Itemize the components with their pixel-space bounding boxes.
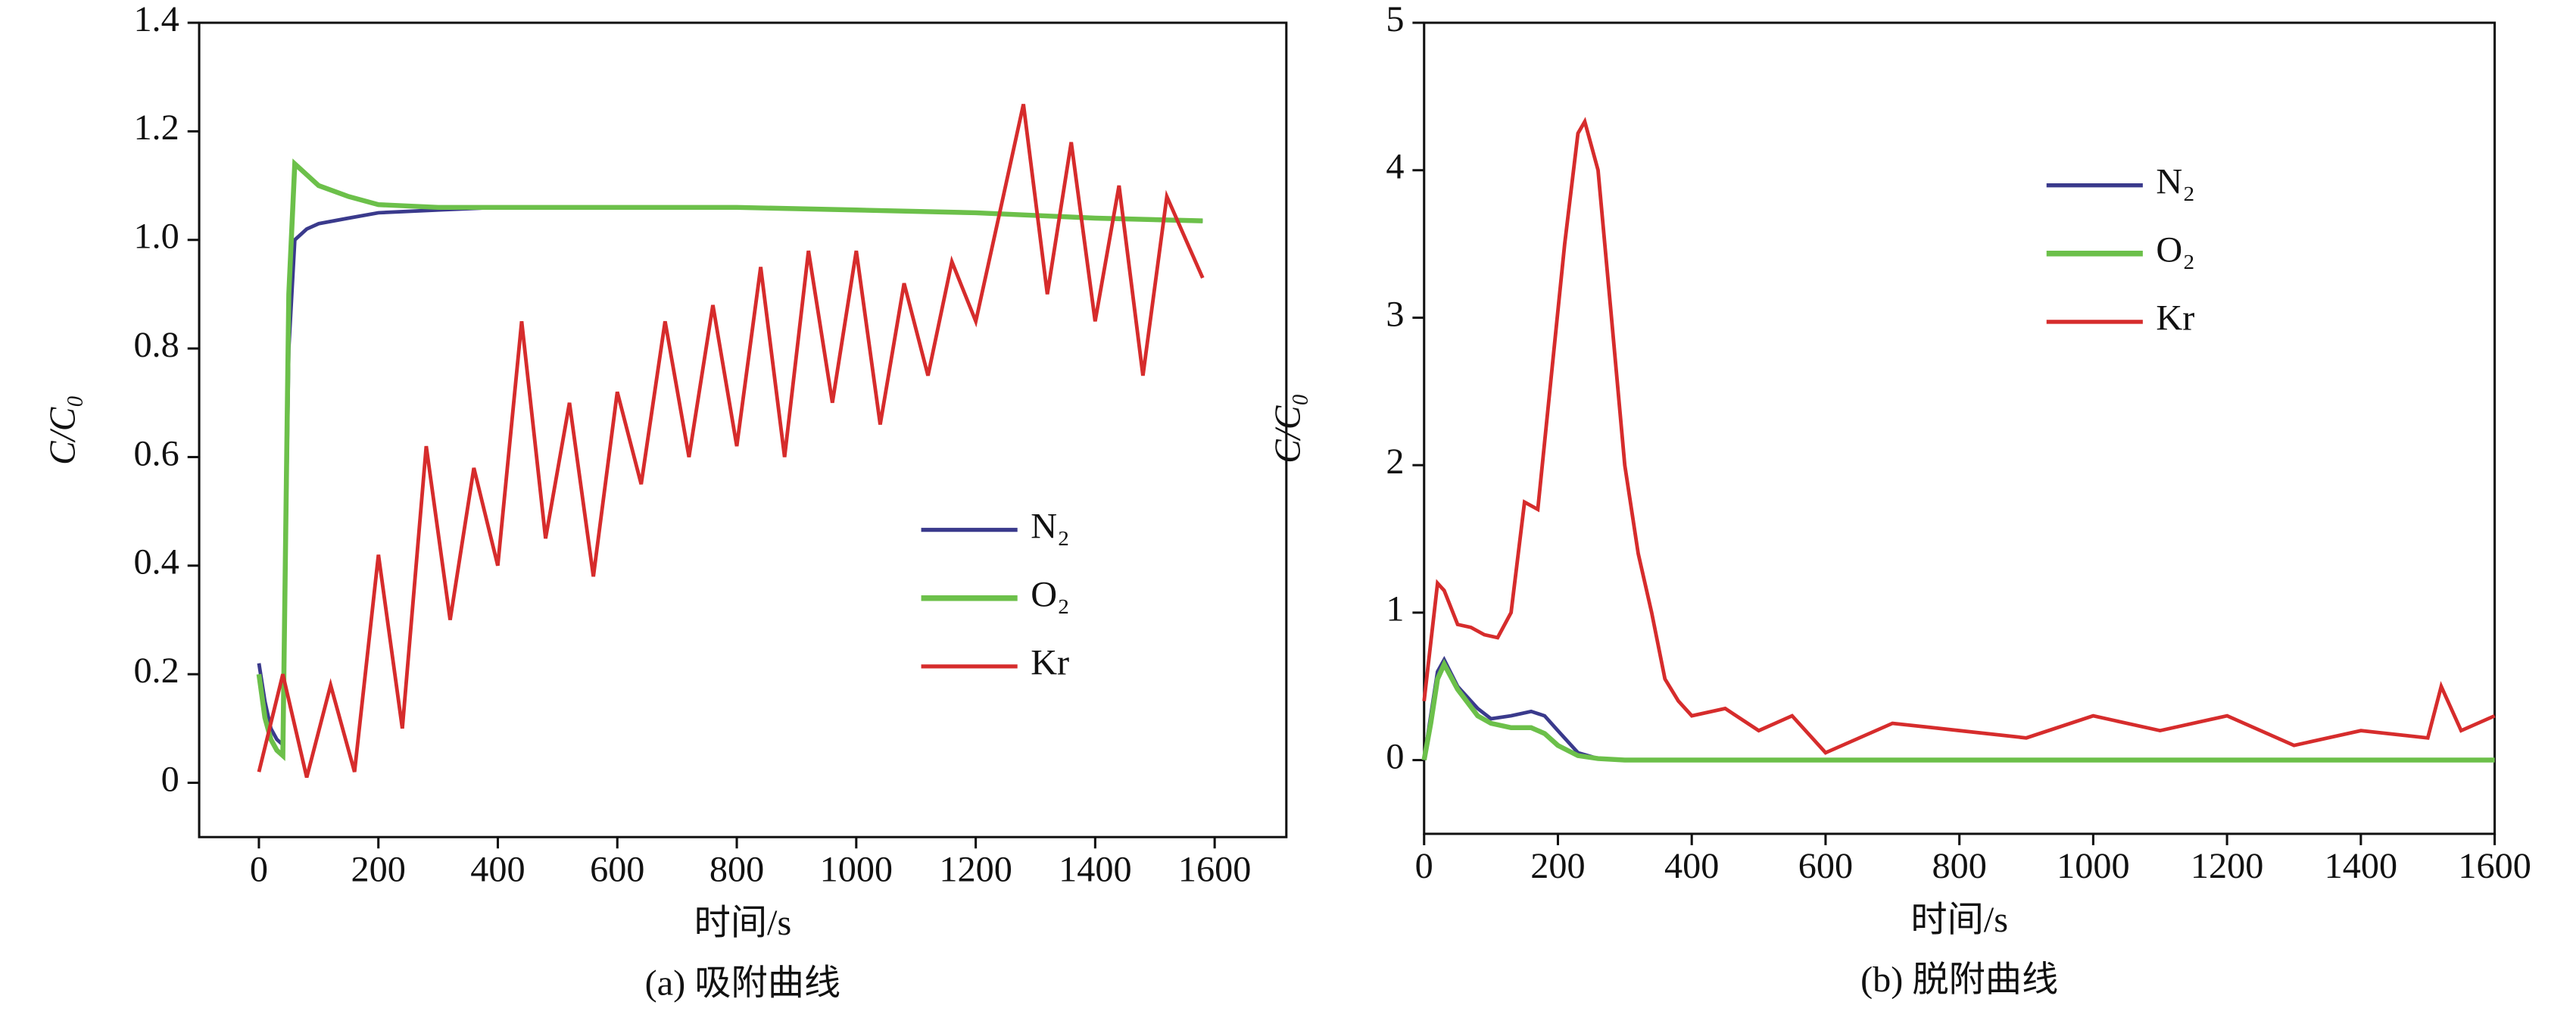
x-tick-label: 1400 bbox=[1059, 850, 1131, 889]
x-tick-label: 1400 bbox=[2325, 846, 2397, 885]
legend-label: N₂ bbox=[1031, 507, 1070, 546]
y-tick-label: 0.4 bbox=[133, 542, 179, 582]
y-axis-label: C/C₀ bbox=[1268, 393, 1308, 464]
y-axis-label: C/C₀ bbox=[42, 395, 83, 465]
y-tick-label: 4 bbox=[1386, 147, 1404, 186]
y-tick-label: 1 bbox=[1386, 589, 1404, 629]
x-tick-label: 600 bbox=[1798, 846, 1853, 885]
y-tick-label: 0.8 bbox=[133, 325, 179, 364]
legend-label: Kr bbox=[2156, 298, 2194, 338]
y-tick-label: 1.4 bbox=[133, 0, 179, 39]
series-line bbox=[1421, 658, 2495, 763]
x-tick-label: 200 bbox=[351, 850, 406, 889]
plot-frame bbox=[198, 21, 1288, 838]
caption: (a) 吸附曲线 bbox=[645, 963, 840, 1003]
legend-label: O₂ bbox=[2156, 230, 2195, 270]
x-tick-label: 0 bbox=[1415, 846, 1433, 885]
x-tick-label: 1000 bbox=[2057, 846, 2129, 885]
series-line bbox=[257, 104, 1205, 779]
x-tick-label: 400 bbox=[470, 850, 525, 889]
y-tick-label: 3 bbox=[1386, 295, 1404, 334]
series-line bbox=[1422, 655, 2495, 762]
x-axis-label: 时间/s bbox=[1910, 900, 2008, 939]
y-tick-label: 0.2 bbox=[133, 651, 179, 690]
y-tick-label: 1.0 bbox=[133, 217, 179, 256]
series-line bbox=[256, 158, 1203, 761]
y-tick-label: 5 bbox=[1386, 0, 1404, 39]
y-tick-label: 0 bbox=[1386, 737, 1404, 776]
x-tick-label: 1600 bbox=[1178, 850, 1251, 889]
x-tick-label: 1200 bbox=[2191, 846, 2263, 885]
y-tick-label: 1.2 bbox=[133, 108, 179, 148]
x-tick-label: 0 bbox=[250, 850, 268, 889]
x-tick-label: 1000 bbox=[820, 850, 893, 889]
legend-label: Kr bbox=[1031, 643, 1069, 682]
legend-label: O₂ bbox=[1031, 575, 1070, 614]
caption: (b) 脱附曲线 bbox=[1860, 960, 2058, 1000]
x-axis-label: 时间/s bbox=[694, 904, 792, 943]
plot-frame bbox=[1423, 21, 2496, 835]
x-tick-label: 600 bbox=[590, 850, 644, 889]
x-tick-label: 400 bbox=[1664, 846, 1719, 885]
y-tick-label: 2 bbox=[1386, 442, 1404, 481]
y-tick-label: 0 bbox=[161, 760, 179, 799]
x-tick-label: 1200 bbox=[939, 850, 1012, 889]
x-tick-label: 1600 bbox=[2458, 846, 2531, 885]
x-tick-label: 200 bbox=[1530, 846, 1585, 885]
y-tick-label: 0.6 bbox=[133, 434, 179, 473]
x-tick-label: 800 bbox=[1932, 846, 1987, 885]
x-tick-label: 800 bbox=[709, 850, 764, 889]
legend-label: N₂ bbox=[2156, 162, 2195, 201]
series-line bbox=[1422, 117, 2496, 755]
